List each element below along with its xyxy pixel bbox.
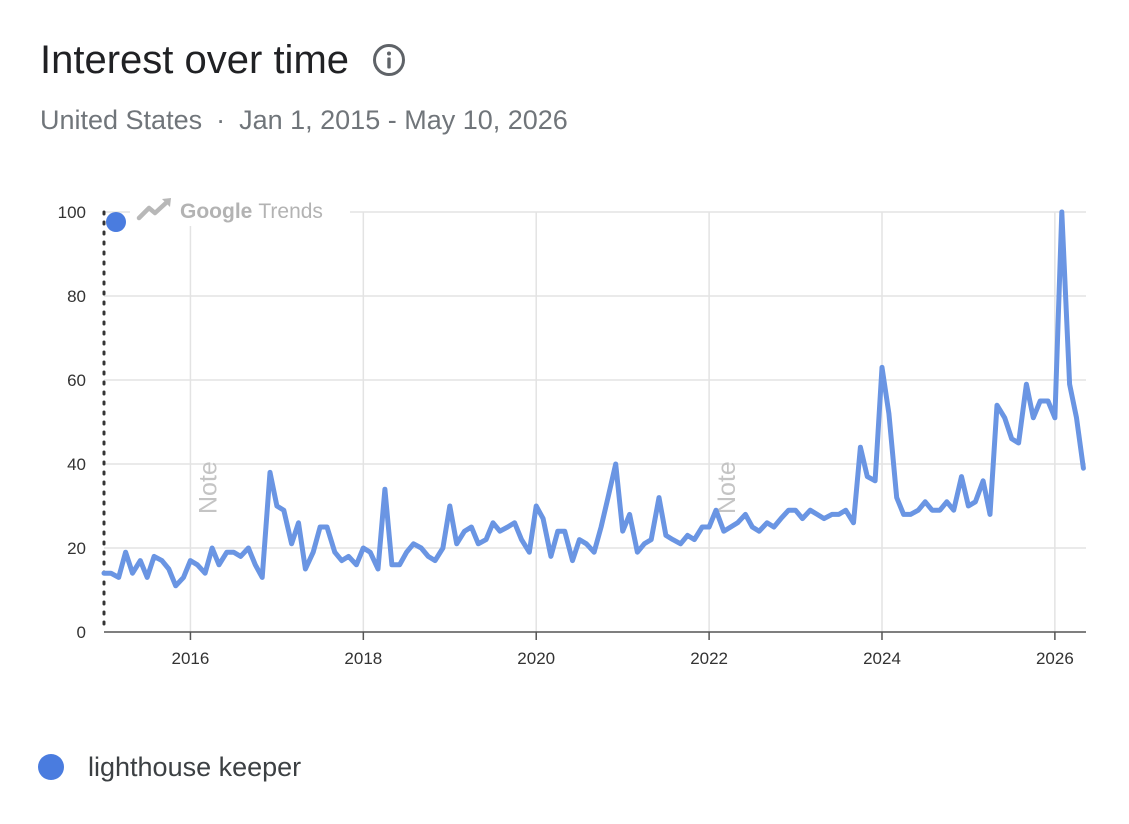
watermark-google: Google <box>180 200 252 223</box>
header-title: Interest over time <box>40 36 407 84</box>
y-tick-label: 0 <box>77 623 86 642</box>
x-tick-label: 2024 <box>863 649 901 668</box>
y-tick-label: 60 <box>67 371 86 390</box>
x-tick-label: 2018 <box>344 649 382 668</box>
marker-layer <box>106 212 126 232</box>
y-tick-label: 100 <box>58 203 86 222</box>
legend-label: lighthouse keeper <box>88 752 302 782</box>
info-circle-icon[interactable] <box>371 42 407 78</box>
page-title: Interest over time <box>40 38 350 82</box>
watermark-trends: Trends <box>258 200 323 223</box>
x-tick-label: 2026 <box>1036 649 1074 668</box>
series-marker-dot <box>106 212 126 232</box>
y-tick-label: 40 <box>67 455 86 474</box>
google-trends-watermark: Google Trends <box>130 196 350 226</box>
interest-chart: 2016 2018 2020 2022 2024 2026 0 20 40 60 80 100 No… <box>58 196 1086 668</box>
y-axis: 0 20 40 60 80 100 <box>58 203 86 642</box>
x-tick-label: 2022 <box>690 649 728 668</box>
grid-layer <box>104 211 1086 632</box>
note-label: Note <box>713 461 741 514</box>
x-axis: 2016 2018 2020 2022 2024 2026 <box>102 210 1086 668</box>
legend[interactable]: lighthouse keeper <box>38 750 301 784</box>
subtitle-separator: · <box>216 105 226 135</box>
series-layer <box>101 209 1086 589</box>
series-line-lighthouse-keeper <box>101 209 1086 589</box>
region-label: United States <box>40 105 203 135</box>
y-tick-label: 80 <box>67 287 86 306</box>
x-tick-label: 2020 <box>517 649 555 668</box>
subtitle: United States · Jan 1, 2015 - May 10, 2026 <box>40 103 568 137</box>
date-range-label: Jan 1, 2015 - May 10, 2026 <box>239 105 568 135</box>
note-label: Note <box>194 461 222 514</box>
legend-dot <box>38 754 64 780</box>
x-tick-label: 2016 <box>172 649 210 668</box>
y-tick-label: 20 <box>67 539 86 558</box>
notes-layer: Note Note <box>194 461 741 514</box>
trending-up-icon <box>136 199 170 221</box>
